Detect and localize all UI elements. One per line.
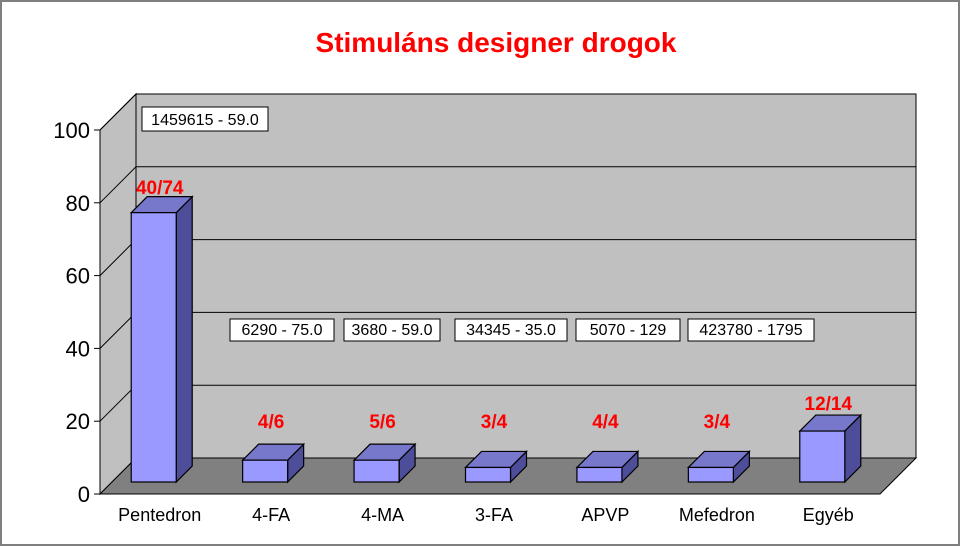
data-label: 40/74 [136,178,184,199]
bar-front [799,430,846,483]
bars [129,195,863,484]
x-tick-label: 3-FA [475,505,513,525]
data-label: 5/6 [369,412,395,433]
annotation-text: 6290 - 75.0 [242,322,323,339]
gridline [99,93,916,131]
bar-front [464,466,512,483]
annotation-box-frame [141,106,269,132]
data-label: 12/14 [805,394,853,415]
x-tick-label: Pentedron [118,505,201,525]
bar [129,195,194,484]
axes [94,129,880,495]
data-label: 4/4 [592,412,619,433]
chart-walls [98,92,918,496]
annotation-box: 3680 - 59.0 [343,318,441,342]
bar-side [175,195,193,484]
annotation-box: 5070 - 129 [575,318,681,342]
y-tick-labels: 0 20 40 60 80 100 [53,118,90,507]
bar [686,449,751,484]
y-tick-label: 60 [66,264,90,289]
annotation-box-frame [575,318,681,342]
bar-front [242,459,289,483]
annotation-box: 423780 - 1795 [687,318,815,342]
annotation-text: 34345 - 35.0 [466,322,556,339]
x-tick-label: 4-MA [361,505,404,525]
annotation-text: 5070 - 129 [590,322,667,339]
x-tick-label: Egyéb [803,505,854,525]
bar [241,442,306,484]
data-label: 3/4 [481,412,508,433]
bar-front [576,466,623,483]
bar-front [130,212,177,483]
back-wall [135,93,917,459]
data-label: 4/6 [258,412,284,433]
bar [352,442,417,484]
x-tick-label: APVP [581,505,629,525]
y-tick-label: 100 [53,118,90,143]
bar-front [353,459,400,483]
annotation-boxes: 1459615 - 59.0 6290 - 75.0 3680 - 59.0 3434… [141,106,815,342]
side-wall [99,92,137,496]
y-tick-label: 40 [66,336,90,361]
x-tick-label: Mefedron [679,505,755,525]
y-tick-label: 20 [66,409,90,434]
chart-title: Stimuláns designer drogok [316,27,677,58]
x-tick-labels: Pentedron 4-FA 4-MA 3-FA APVP Mefedron Egyéb [118,505,854,525]
annotation-box: 6290 - 75.0 [229,318,335,342]
annotation-box-frame [454,318,568,342]
annotation-box: 34345 - 35.0 [454,318,568,342]
bar-front [687,466,734,483]
annotation-text: 1459615 - 59.0 [151,112,259,129]
annotation-box-frame [687,318,815,342]
bar [464,449,528,484]
x-tick-label: 4-FA [252,505,290,525]
bar [575,449,640,484]
y-tick-label: 80 [66,191,90,216]
annotation-text: 3680 - 59.0 [352,322,433,339]
annotation-box-frame [229,318,335,342]
y-tick-label: 0 [78,482,90,507]
data-label: 3/4 [704,412,731,433]
annotation-box: 1459615 - 59.0 [141,106,269,132]
gridline [99,166,916,204]
annotation-text: 423780 - 1795 [699,322,802,339]
data-labels: 40/74 4/6 5/6 3/4 4/4 3/4 12/14 [136,178,853,433]
annotation-box-frame [343,318,441,342]
bar [798,413,863,484]
